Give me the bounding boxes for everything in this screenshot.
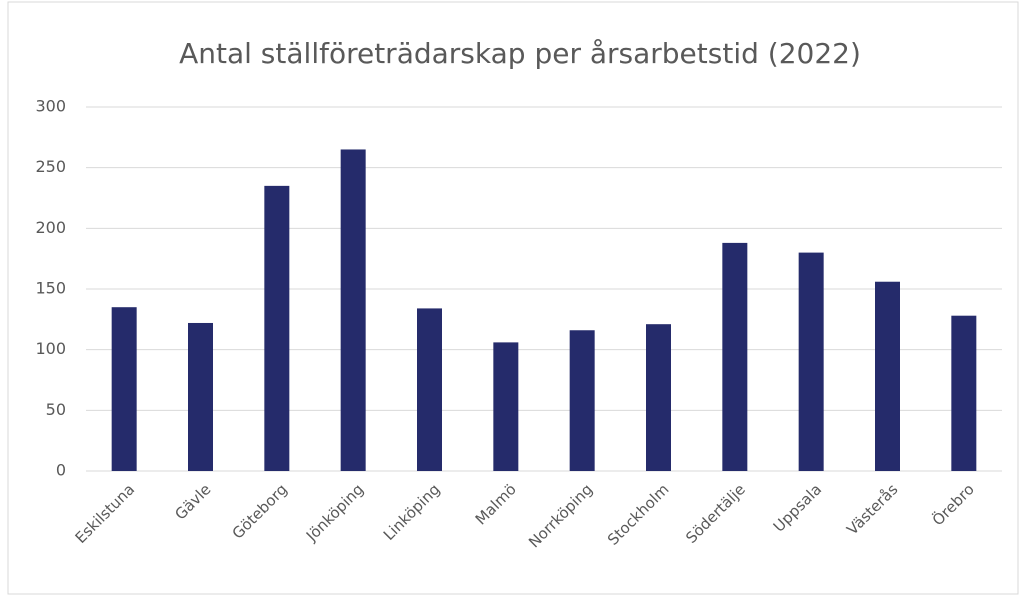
x-tick-label: Södertälje <box>682 480 749 547</box>
bar <box>875 281 900 471</box>
x-tick-label: Linköping <box>380 480 444 544</box>
bar <box>111 307 137 471</box>
bar <box>340 149 366 471</box>
x-tick-label: Norrköping <box>525 480 596 551</box>
x-tick-label: Göteborg <box>229 480 291 542</box>
y-tick-label: 250 <box>35 157 66 176</box>
bar <box>493 342 519 471</box>
y-tick-label: 0 <box>56 461 66 480</box>
bar <box>798 252 824 471</box>
x-tick-label: Gävle <box>171 480 214 523</box>
bar <box>188 322 213 471</box>
bar <box>264 185 290 471</box>
x-tick-label: Stockholm <box>604 480 673 549</box>
y-tick-label: 50 <box>46 400 66 419</box>
chart-title: Antal ställföreträdarskap per årsarbetst… <box>179 37 861 70</box>
bar <box>569 330 595 471</box>
x-tick-label: Malmö <box>472 480 520 528</box>
x-tick-label: Örebro <box>928 480 978 530</box>
y-tick-label: 100 <box>35 339 66 358</box>
x-tick-label: Eskilstuna <box>72 480 139 547</box>
x-tick-label: Västerås <box>843 480 901 538</box>
chart-border <box>7 1 1019 595</box>
bar <box>722 242 748 471</box>
x-tick-label: Jönköping <box>302 480 367 545</box>
bar <box>951 315 977 471</box>
y-tick-label: 200 <box>35 218 66 237</box>
bar <box>417 308 442 471</box>
bar <box>646 324 671 471</box>
y-tick-label: 300 <box>35 97 66 116</box>
y-tick-label: 150 <box>35 279 66 298</box>
x-tick-label: Uppsala <box>770 480 825 535</box>
